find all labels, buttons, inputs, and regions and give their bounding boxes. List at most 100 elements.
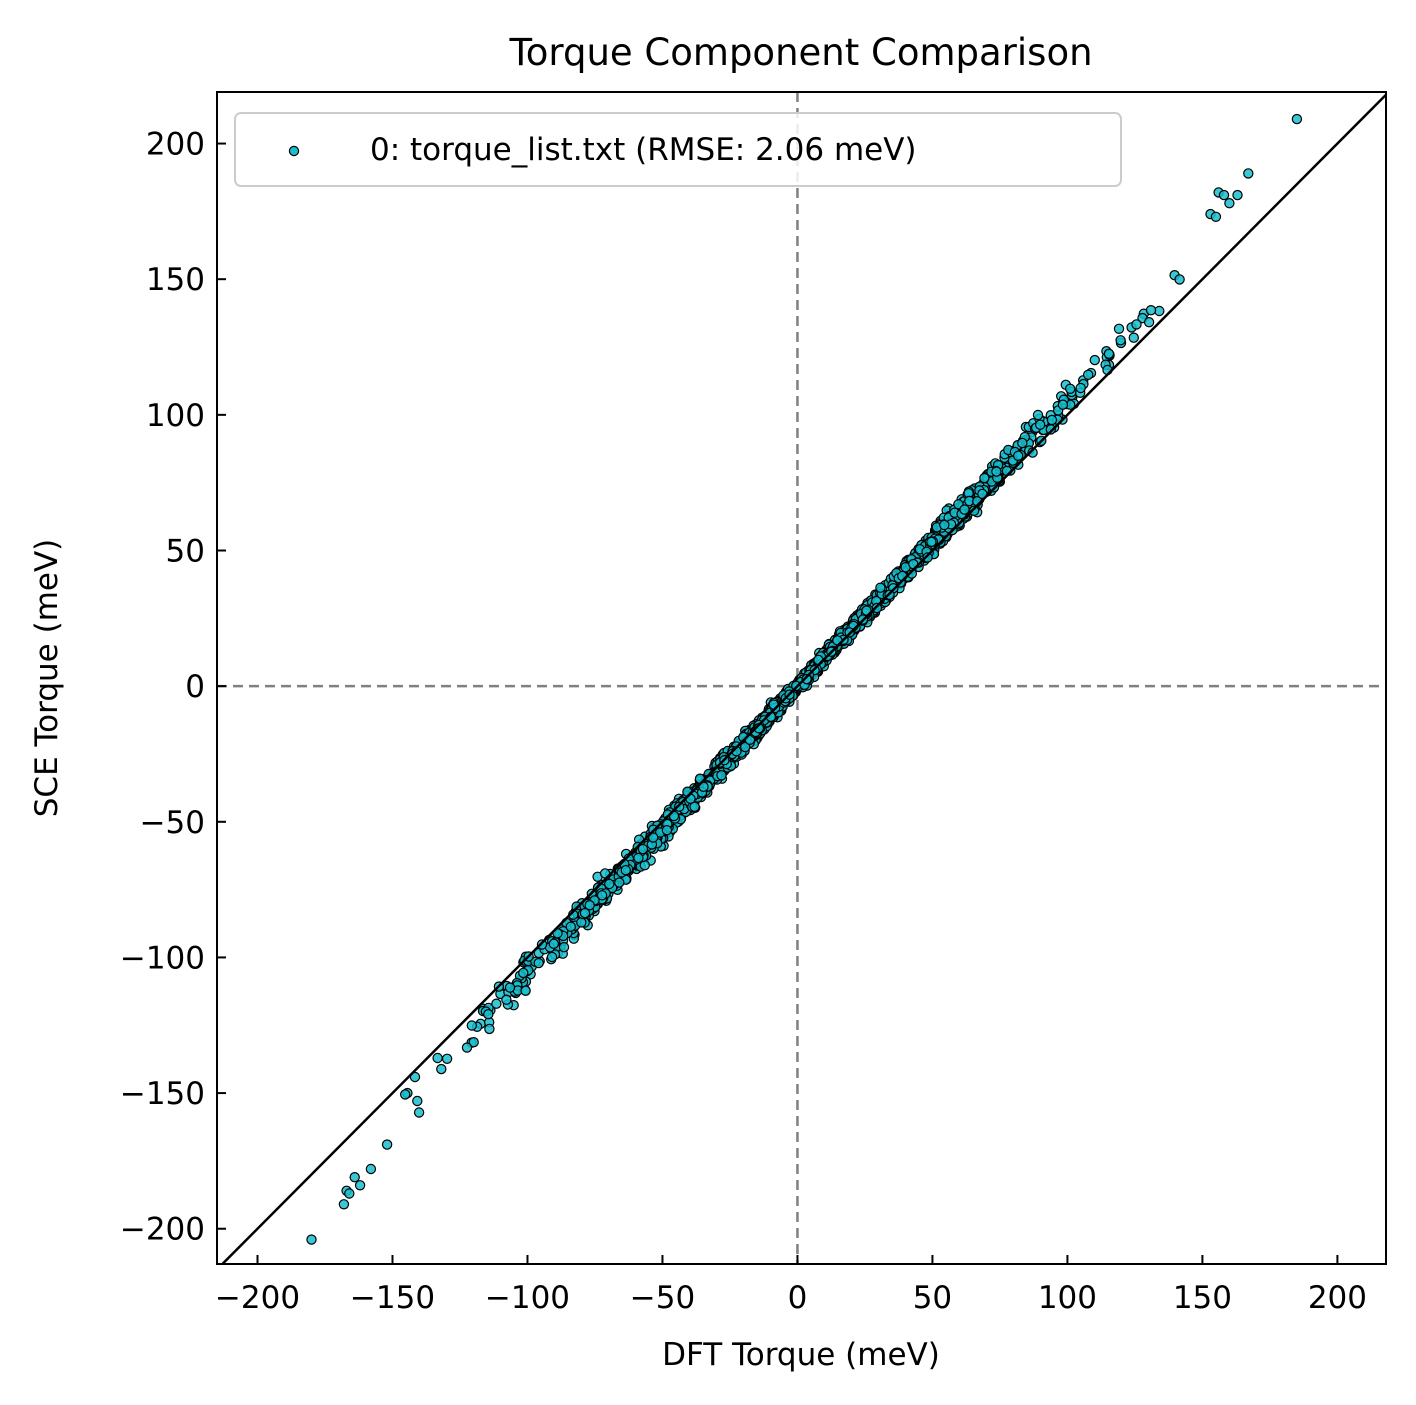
y-axis-ticks: −200 −150 −100 −50 0 50 100 150 200 bbox=[120, 127, 226, 1248]
x-tick-label: −50 bbox=[630, 1280, 695, 1316]
scatter-point bbox=[1291, 113, 1303, 125]
scatter-point bbox=[484, 1023, 495, 1035]
scatter-point bbox=[1210, 211, 1222, 222]
y-tick-label: −50 bbox=[140, 805, 205, 841]
scatter-point bbox=[648, 832, 659, 843]
x-axis-ticks: −200 −150 −100 −50 0 50 100 150 200 bbox=[215, 1255, 1367, 1316]
scatter-point bbox=[306, 1234, 317, 1245]
scatter-point bbox=[991, 466, 1002, 477]
scatter-point bbox=[1145, 305, 1157, 316]
scatter-point bbox=[1224, 197, 1235, 209]
scatter-point bbox=[400, 1089, 411, 1100]
scatter-point bbox=[959, 504, 970, 515]
scatter-point bbox=[349, 1171, 360, 1183]
scatter-point bbox=[344, 1188, 355, 1199]
scatter-point bbox=[1032, 409, 1044, 421]
scatter-point bbox=[558, 942, 570, 953]
scatter-point bbox=[875, 582, 886, 593]
scatter-point bbox=[1128, 332, 1140, 343]
scatter-point bbox=[1232, 189, 1243, 201]
scatter-point bbox=[436, 1063, 447, 1075]
scatter-point bbox=[466, 1020, 477, 1031]
x-tick-label: 0 bbox=[788, 1280, 808, 1316]
y-tick-label: −200 bbox=[120, 1212, 205, 1248]
scatter-point bbox=[1113, 323, 1125, 334]
scatter-point bbox=[637, 843, 649, 855]
scatter-point bbox=[801, 673, 812, 685]
scatter-point bbox=[533, 957, 544, 969]
x-axis-title: DFT Torque (meV) bbox=[662, 1337, 940, 1373]
scatter-point bbox=[584, 900, 595, 911]
scatter-point bbox=[381, 1139, 393, 1150]
y-axis-title: SCE Torque (meV) bbox=[29, 539, 65, 818]
scatter-point bbox=[926, 536, 937, 548]
scatter-point bbox=[620, 865, 632, 876]
scatter-point bbox=[689, 801, 700, 813]
scatter-point bbox=[1243, 168, 1254, 179]
y-tick-label: 50 bbox=[166, 533, 205, 569]
scatter-point bbox=[1027, 447, 1038, 458]
scatter-point bbox=[1017, 437, 1028, 449]
legend-label: 0: torque_list.txt (RMSE: 2.06 meV) bbox=[370, 132, 917, 168]
scatter-point bbox=[491, 998, 502, 1009]
scatter-point bbox=[1218, 189, 1230, 201]
legend-marker bbox=[288, 145, 300, 157]
scatter-point bbox=[338, 1199, 350, 1210]
chart-title: Torque Component Comparison bbox=[508, 31, 1092, 74]
scatter-point bbox=[1064, 383, 1076, 394]
scatter-point bbox=[413, 1107, 425, 1118]
scatter-point bbox=[468, 1036, 479, 1048]
scatter-point bbox=[1013, 450, 1024, 461]
scatter-point bbox=[661, 825, 673, 836]
scatter-point bbox=[365, 1163, 377, 1175]
identity-line bbox=[220, 92, 1386, 1264]
scatter-point bbox=[354, 1180, 366, 1191]
scatter-point bbox=[614, 877, 625, 888]
legend-box bbox=[234, 112, 1122, 187]
y-tick-label: 150 bbox=[146, 262, 205, 298]
scatter-point bbox=[1131, 319, 1142, 330]
plot-area bbox=[217, 92, 1386, 1264]
plot-frame bbox=[216, 91, 1387, 1265]
scatter-point bbox=[501, 994, 512, 1005]
scatter-point bbox=[596, 890, 608, 901]
scatter-point bbox=[1143, 317, 1155, 328]
scatter-point bbox=[1046, 414, 1058, 426]
y-tick-label: 200 bbox=[146, 127, 205, 163]
scatter-point bbox=[483, 1009, 494, 1020]
scatter-point bbox=[548, 938, 560, 950]
scatter-point bbox=[1115, 335, 1126, 346]
scatter-point bbox=[409, 1071, 421, 1083]
scatter-point bbox=[520, 985, 531, 997]
y-tick-label: −150 bbox=[120, 1076, 205, 1112]
y-tick-label: −100 bbox=[120, 940, 205, 976]
scatter-point bbox=[432, 1052, 443, 1064]
x-tick-label: −150 bbox=[350, 1280, 435, 1316]
scatter-point bbox=[579, 907, 591, 919]
scatter-point bbox=[565, 921, 577, 932]
scatter-point bbox=[1089, 354, 1101, 366]
scatter-point bbox=[1103, 348, 1115, 359]
scatter-point bbox=[576, 917, 587, 928]
scatter-point bbox=[716, 770, 727, 781]
scatter-point bbox=[939, 519, 950, 531]
scatter-point bbox=[979, 472, 990, 484]
x-tick-label: 150 bbox=[1173, 1280, 1232, 1316]
x-tick-label: 50 bbox=[913, 1280, 952, 1316]
scatter-point bbox=[1174, 274, 1185, 285]
x-tick-label: −200 bbox=[215, 1280, 300, 1316]
x-tick-label: −100 bbox=[485, 1280, 570, 1316]
scatter-point bbox=[518, 967, 529, 979]
legend: 0: torque_list.txt (RMSE: 2.06 meV) bbox=[234, 112, 1122, 187]
scatter-point bbox=[740, 741, 751, 753]
scatter-point bbox=[604, 878, 615, 890]
scatter-point bbox=[1082, 369, 1094, 380]
scatter-point bbox=[1034, 419, 1046, 430]
scatter-point bbox=[461, 1042, 473, 1053]
x-tick-label: 100 bbox=[1038, 1280, 1097, 1316]
y-tick-label: 0 bbox=[185, 669, 205, 705]
scatter-point bbox=[546, 951, 558, 963]
scatter-point bbox=[441, 1053, 453, 1065]
